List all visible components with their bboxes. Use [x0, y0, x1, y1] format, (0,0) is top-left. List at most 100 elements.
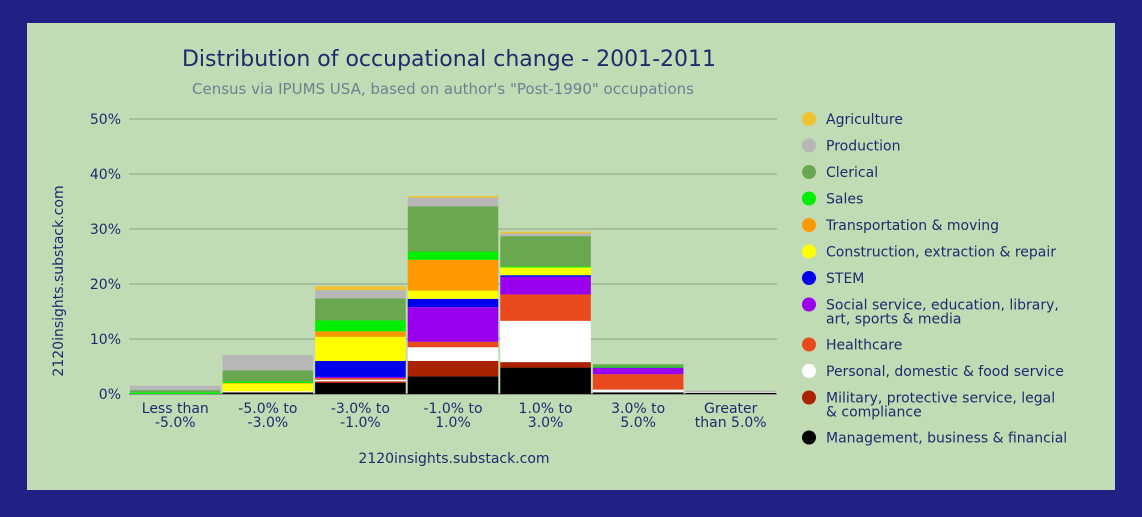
bar-segment	[222, 391, 314, 393]
bar-segment	[407, 251, 499, 260]
chart: Distribution of occupational change - 20…	[51, 47, 1067, 467]
x-axis-label: 2120insights.substack.com	[358, 451, 549, 467]
bar-segment	[592, 366, 684, 368]
x-tick-label: -1.0%	[340, 415, 381, 431]
legend-label: Social service, education, library,	[826, 298, 1059, 314]
legend-label: Military, protective service, legal	[826, 391, 1055, 407]
bar-segment	[592, 392, 684, 394]
bar-segment	[130, 385, 221, 391]
bar-segment	[500, 294, 591, 321]
bar-segment	[222, 383, 314, 392]
x-tick-label: -3.0% to	[331, 401, 390, 417]
y-tick-label: 0%	[99, 387, 121, 403]
bar-segment	[500, 233, 591, 237]
bar-segment	[685, 392, 776, 394]
chart-title: Distribution of occupational change - 20…	[182, 47, 716, 72]
bar-segment	[130, 392, 221, 394]
bar-segment	[130, 390, 221, 393]
bar-segment	[315, 379, 406, 382]
legend-marker	[802, 191, 816, 206]
bar-segment	[222, 383, 314, 384]
bar-segment	[407, 347, 499, 361]
x-tick-label: 3.0%	[528, 415, 564, 431]
bar-segment	[315, 290, 406, 299]
x-tick-label: 3.0% to	[611, 401, 665, 417]
legend-marker	[802, 138, 816, 153]
legend-label: Healthcare	[826, 338, 902, 354]
bar-segment	[500, 236, 591, 267]
bar-segment	[500, 275, 591, 277]
legend-marker	[802, 165, 816, 179]
bar-segment	[315, 331, 406, 337]
bar-segment	[315, 320, 406, 332]
bar-segment	[592, 367, 684, 375]
bar-segment	[500, 231, 591, 234]
legend-label: Construction, extraction & repair	[826, 245, 1056, 261]
bar-segment	[222, 392, 314, 394]
bar-segment	[407, 197, 499, 207]
y-tick-label: 30%	[90, 222, 121, 238]
legend-label: Agriculture	[826, 112, 903, 128]
bar-segment	[315, 286, 406, 291]
bar-segment	[222, 370, 314, 382]
legend-label: Management, business & financial	[826, 431, 1067, 447]
x-tick-label: than 5.0%	[695, 415, 767, 431]
legend-label: Sales	[826, 192, 863, 208]
bar-segment	[407, 307, 499, 342]
x-tick-label: -5.0% to	[238, 401, 297, 417]
chart-subtitle: Census via IPUMS USA, based on author's …	[192, 80, 694, 98]
bar-segment	[500, 320, 591, 363]
legend-label: Production	[826, 139, 900, 155]
x-tick-label: 5.0%	[620, 415, 656, 431]
x-tick-label: Greater	[704, 401, 758, 417]
legend-marker	[802, 430, 816, 445]
y-axis-label: 2120insights.substack.com	[51, 185, 67, 376]
bar-segment	[500, 267, 591, 276]
legend-marker	[802, 364, 816, 378]
x-tick-label: -5.0%	[155, 415, 196, 431]
legend-marker	[802, 244, 816, 259]
legend-label: art, sports & media	[826, 312, 961, 328]
bar-segment	[592, 374, 684, 390]
bar-segment	[500, 266, 591, 268]
legend-marker	[802, 218, 816, 232]
bar-segment	[685, 392, 776, 393]
bar-segment	[407, 376, 499, 394]
bar-segment	[315, 381, 406, 383]
bar-segment	[407, 341, 499, 348]
y-tick-label: 10%	[90, 332, 121, 348]
chart-panel: Distribution of occupational change - 20…	[27, 23, 1115, 490]
legend-marker	[802, 390, 816, 405]
bar-segment	[407, 361, 499, 377]
bar-segment	[592, 364, 684, 367]
x-tick-label: Less than	[142, 401, 209, 417]
legend-marker	[802, 337, 816, 352]
y-tick-label: 20%	[90, 277, 121, 293]
y-tick-label: 50%	[90, 112, 121, 128]
bar-segment	[315, 383, 406, 394]
x-tick-label: 1.0%	[435, 415, 471, 431]
x-tick-label: 1.0% to	[519, 401, 573, 417]
x-tick-label: -1.0% to	[423, 401, 482, 417]
bar-segment	[407, 290, 499, 299]
bar-segment	[407, 298, 499, 308]
x-tick-label: -3.0%	[248, 415, 289, 431]
bar-segment	[407, 196, 499, 198]
legend-marker	[802, 297, 816, 312]
bar-segment	[315, 336, 406, 361]
legend-label: & compliance	[826, 405, 922, 421]
bar-segment	[500, 362, 591, 368]
y-tick-label: 40%	[90, 167, 121, 183]
bar-segment	[222, 381, 314, 383]
bar-segment	[315, 378, 406, 380]
bar-segment	[407, 206, 499, 252]
legend-label: Transportation & moving	[825, 218, 999, 234]
legend-label: Clerical	[826, 165, 878, 181]
bar-segment	[500, 367, 591, 394]
bar-segment	[407, 259, 499, 291]
legend-marker	[802, 271, 816, 285]
bar-segment	[315, 361, 406, 377]
legend-label: STEM	[826, 271, 864, 287]
bar-segment	[685, 390, 776, 393]
bar-segment	[592, 389, 684, 393]
